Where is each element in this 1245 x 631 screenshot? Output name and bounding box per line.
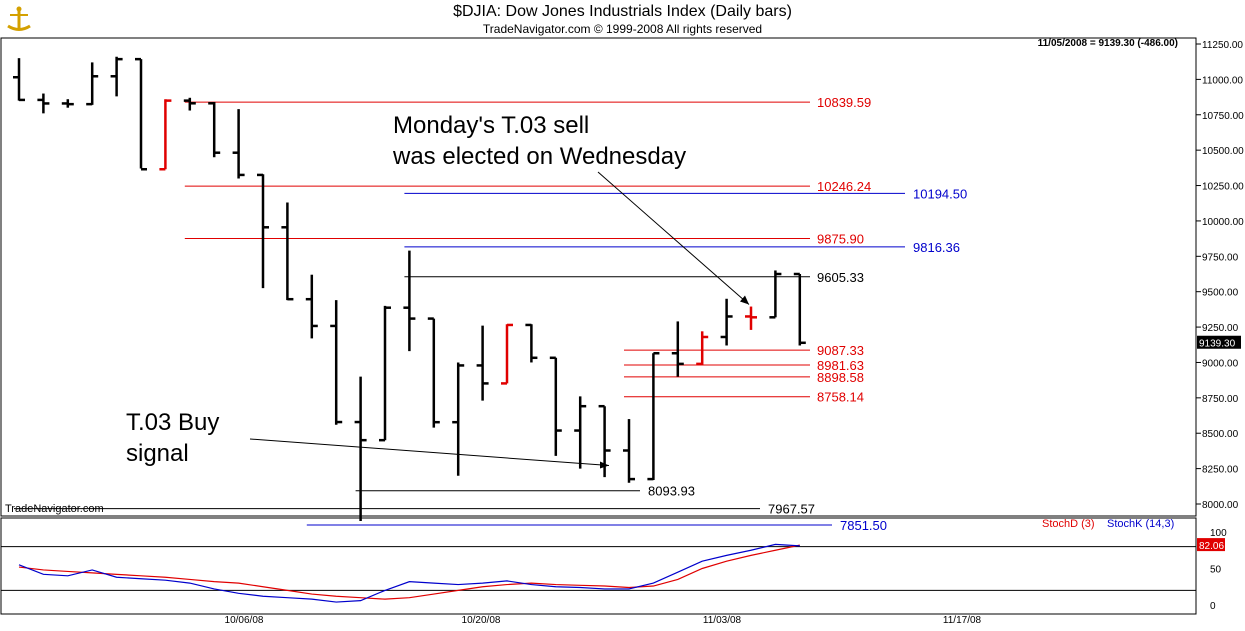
y-tick-10500.00: 10500.00 [1202, 146, 1244, 157]
stoch-y-tick-0: 0 [1210, 601, 1216, 612]
chart-subtitle: TradeNavigator.com © 1999-2008 All right… [482, 22, 763, 36]
ohlc-bar-10/28/08 [647, 352, 660, 481]
annotation-buy-line1: T.03 Buy [126, 409, 219, 436]
x-label-10/20/08: 10/20/08 [462, 615, 501, 626]
ohlc-bar-09/30/08 [159, 99, 172, 171]
x-label-11/03/08: 11/03/08 [703, 615, 742, 626]
level-label-9816.36: 9816.36 [913, 240, 960, 255]
annotation-sell-line2: was elected on Wednesday [392, 143, 686, 170]
ohlc-bar-10/31/08 [720, 298, 733, 346]
ohlc-bar-10/22/08 [549, 356, 562, 456]
level-label-10194.50: 10194.50 [913, 186, 967, 201]
ohlc-bar-09/29/08 [135, 57, 147, 171]
ohlc-bar-10/09/08 [330, 300, 343, 425]
price-levels: 10839.59 10246.24 10194.50 9875.90 9816.36 96… [14, 95, 967, 533]
ohlc-bar-10/14/08 [403, 250, 416, 352]
level-label-8093.93: 8093.93 [648, 484, 695, 499]
x-label-10/06/08: 10/06/08 [225, 615, 264, 626]
y-tick-9250.00: 9250.00 [1202, 323, 1239, 334]
y-tick-8000.00: 8000.00 [1202, 500, 1239, 511]
annotation-sell-line1: Monday's T.03 sell [393, 112, 589, 139]
level-label-8981.63: 8981.63 [817, 358, 864, 373]
ohlc-bar-10/02/08 [208, 102, 221, 158]
y-tick-11250.00: 11250.00 [1202, 40, 1243, 51]
level-label-10246.24: 10246.24 [817, 179, 871, 194]
level-label-10839.59: 10839.59 [817, 95, 871, 110]
ohlc-bar-11/04/08 [769, 270, 782, 319]
ohlc-bar-10/03/08 [232, 109, 245, 179]
ohlc-bar-10/20/08 [501, 323, 513, 385]
price-bars [13, 56, 806, 521]
ohlc-bar-10/23/08 [574, 396, 587, 469]
level-label-8898.58: 8898.58 [817, 370, 864, 385]
ohlc-bar-10/07/08 [281, 202, 294, 301]
stoch-legend-k: StochK (14,3) [1107, 518, 1174, 530]
y-tick-9750.00: 9750.00 [1202, 252, 1239, 263]
y-tick-8500.00: 8500.00 [1202, 429, 1239, 440]
stoch-y-tick-50: 50 [1210, 565, 1222, 576]
stoch-legend-d: StochD (3) [1042, 518, 1095, 530]
stoch-last-tag [1197, 538, 1225, 552]
annotation-buy-line2: signal [126, 440, 189, 467]
stoch-series-k [18, 543, 800, 603]
ohlc-bar-10/10/08 [354, 376, 367, 521]
ohlc-bar-10/01/08 [183, 97, 196, 111]
annotation-sell-arrow [597, 171, 750, 305]
stochastic-axis: 100 50 0 82.06 [1197, 528, 1227, 612]
ohlc-bar-10/16/08 [452, 362, 465, 476]
stoch-y-tick-100: 100 [1210, 528, 1227, 539]
annotations: Monday's T.03 sell was elected on Wednesd… [126, 112, 750, 469]
watermark: TradeNavigator.com [5, 503, 104, 515]
level-label-7967.57: 7967.57 [768, 502, 815, 517]
ohlc-bar-09/24/08 [61, 99, 74, 108]
ohlc-bar-10/13/08 [379, 305, 391, 442]
ohlc-bar-10/17/08 [476, 325, 489, 401]
ohlc-bar-09/25/08 [86, 62, 99, 106]
stoch-last-tag-text: 82.06 [1199, 541, 1224, 552]
y-tick-8250.00: 8250.00 [1202, 465, 1239, 476]
y-tick-10000.00: 10000.00 [1202, 217, 1244, 228]
x-label-11/17/08: 11/17/08 [943, 615, 982, 626]
ohlc-bar-10/21/08 [525, 323, 538, 363]
ohlc-bar-10/29/08 [671, 321, 684, 377]
last-price-tag-text: 9139.30 [1199, 339, 1236, 350]
y-tick-8750.00: 8750.00 [1202, 394, 1239, 405]
level-label-9087.33: 9087.33 [817, 343, 864, 358]
level-label-7851.50: 7851.50 [840, 518, 887, 533]
ohlc-bar-10/30/08 [696, 331, 709, 366]
ohlc-bar-09/23/08 [37, 93, 50, 114]
ohlc-bar-11/05/08 [793, 272, 806, 346]
ohlc-bar-10/27/08 [623, 419, 635, 483]
stochastic-lines [1, 543, 1196, 603]
y-tick-10750.00: 10750.00 [1202, 111, 1244, 122]
y-tick-9500.00: 9500.00 [1202, 288, 1239, 299]
price-axis: 11250.00 11000.00 10750.00 10500.00 10250.00… [1196, 40, 1244, 511]
level-label-9875.90: 9875.90 [817, 231, 864, 246]
ohlc-bar-10/08/08 [305, 274, 318, 339]
trade-navigator-logo [6, 6, 32, 32]
level-label-8758.14: 8758.14 [817, 390, 864, 405]
stoch-series-d [18, 544, 800, 600]
y-tick-10250.00: 10250.00 [1202, 182, 1244, 193]
date-axis: 10/06/08 10/20/08 11/03/08 11/17/08 [225, 615, 982, 626]
last-price-tag [1197, 335, 1241, 349]
y-tick-11000.00: 11000.00 [1202, 75, 1243, 86]
y-tick-9000.00: 9000.00 [1202, 358, 1239, 369]
stoch-panel [0, 517, 1197, 615]
price-readout: 11/05/2008 = 9139.30 (-486.00) [1038, 38, 1178, 49]
ohlc-bar-10/06/08 [257, 173, 269, 289]
ohlc-bar-11/03/08 [745, 306, 757, 330]
chart-title: $DJIA: Dow Jones Industrials Index (Dail… [453, 3, 792, 20]
annotation-buy-arrow [249, 438, 610, 467]
ohlc-bar-10/15/08 [427, 317, 440, 428]
ohlc-bar-09/22/08 [13, 58, 25, 102]
level-label-9605.33: 9605.33 [817, 270, 864, 285]
ohlc-bar-09/26/08 [110, 56, 123, 97]
